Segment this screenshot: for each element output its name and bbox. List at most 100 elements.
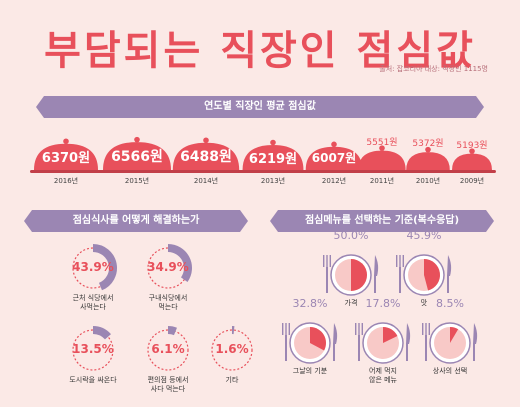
ring-value-arc [92,326,112,340]
ring-category-label: 구내식당에서 먹는다 [133,294,203,312]
year-label: 2016년 [53,177,79,185]
cloche-dome [34,143,98,170]
ring-category-line: 먹는다 [158,303,178,311]
price-label: 6488원 [180,149,232,166]
cloche-knob [425,146,431,153]
cloche-dome [242,145,304,170]
year-label: 2014년 [193,177,219,185]
menu-category-label: 그날의 기분 [278,367,342,376]
plate-pie-slice [310,327,327,351]
fork-icon [399,267,401,293]
cloche-plate [168,170,244,173]
menu-percent-label: 45.9% [406,229,442,242]
fork-icon [285,323,287,335]
knife-icon [374,275,376,293]
fork-icon [282,323,284,335]
section-title-menu-criteria: 점심메뉴를 선택하는 기준(복수응답) [304,215,460,226]
knife-icon [473,343,475,361]
ring-percent-label: 34.9% [147,260,189,274]
menu-category-line: 어제 먹지 [369,367,397,375]
year-label: 2010년 [415,177,441,185]
fork-icon [285,335,287,361]
cloche-knob [203,137,209,144]
fork-icon [323,255,325,267]
year-label: 2013년 [260,177,286,185]
menu-category-line: 않은 메뉴 [369,376,397,384]
ring-percent-label: 6.1% [151,342,185,356]
fork-icon [425,323,427,335]
ring-category-label: 도시락을 싸온다 [58,376,128,385]
fork-icon [402,255,404,267]
cloche-knob [134,136,140,143]
menu-percent-label: 8.5% [436,297,464,310]
ring-percent-label: 13.5% [72,342,114,356]
menu-category-label: 어제 먹지 않은 메뉴 [351,367,415,385]
fork-icon [396,255,398,267]
cloche-plate [354,170,410,173]
knife-icon [374,255,379,276]
section-ribbon-how-solve: 점심식사를 어떻게 해결하는가 [24,210,248,232]
cloche-knob [331,141,337,148]
ring-value-arc [92,244,117,291]
ring-category-line: 도시락을 싸온다 [69,376,117,384]
fork-icon [399,255,401,267]
cloche-plate [30,170,102,173]
fork-icon [358,335,360,361]
ring-category-line: 근처 식당에서 [72,294,114,302]
price-label: 6370원 [41,151,91,167]
cloche-knob [379,145,385,151]
ring-value-arc [167,244,192,282]
fork-icon [422,323,424,335]
page-title: 부담되는 직장인 점심값 [44,28,476,74]
menu-category-label: 맛 [392,299,456,308]
price-label: 6007원 [311,151,357,166]
year-label: 2012년 [321,177,347,185]
cloche-knob [270,139,276,146]
menu-percent-label: 50.0% [333,229,369,242]
cloche-plate [301,170,367,173]
plate-pie-slice [383,327,398,343]
year-label: 2015년 [124,177,150,185]
section-title-yearly-price: 연도별 직장인 평균 점심값 [204,101,316,112]
cloche-plate [238,170,308,173]
price-label: 5372원 [412,139,444,150]
menu-category-line: 가격 [344,299,358,307]
cloche-dome [406,152,450,170]
cloche-dome [103,142,171,170]
knife-icon [333,343,335,361]
source-note: 출처: 잡코리아 대상: 직장인 1115명 [379,65,488,73]
section-ribbon-yearly-price: 연도별 직장인 평균 점심값 [36,96,484,118]
fork-icon [425,335,427,361]
ring-category-label: 기타 [197,376,267,385]
fork-icon [428,323,430,335]
menu-category-label: 상사의 선택 [418,367,482,376]
knife-icon [447,255,452,276]
fork-icon [361,323,363,335]
menu-category-line: 상사의 선택 [432,367,468,375]
menu-percent-label: 32.8% [292,297,328,310]
ring-category-line: 사다 먹는다 [150,385,186,393]
fork-icon [355,323,357,335]
price-label: 6219원 [248,151,298,167]
knife-icon [406,323,411,344]
year-label: 2009년 [459,177,485,185]
cloche-dome [452,153,492,170]
knife-icon [406,343,408,361]
ring-percent-label: 1.6% [215,342,249,356]
cloche-dome [172,142,240,170]
section-title-how-solve: 점심식사를 어떻게 해결하는가 [72,215,200,226]
cloche-knob [469,148,475,154]
price-label: 5551원 [366,137,398,148]
fork-icon [326,267,328,293]
fork-icon [326,255,328,267]
menu-percent-label: 17.8% [365,297,401,310]
cloche-dome [358,150,406,170]
knife-icon [473,323,478,344]
section-ribbon-menu-criteria: 점심메뉴를 선택하는 기준(복수응답) [270,210,494,232]
ring-category-label: 근처 식당에서 사먹는다 [58,294,128,312]
ring-value-arc [167,326,177,336]
ring-category-line: 기타 [225,376,239,384]
cloche-plate [448,170,496,173]
price-label: 5193원 [456,140,488,151]
